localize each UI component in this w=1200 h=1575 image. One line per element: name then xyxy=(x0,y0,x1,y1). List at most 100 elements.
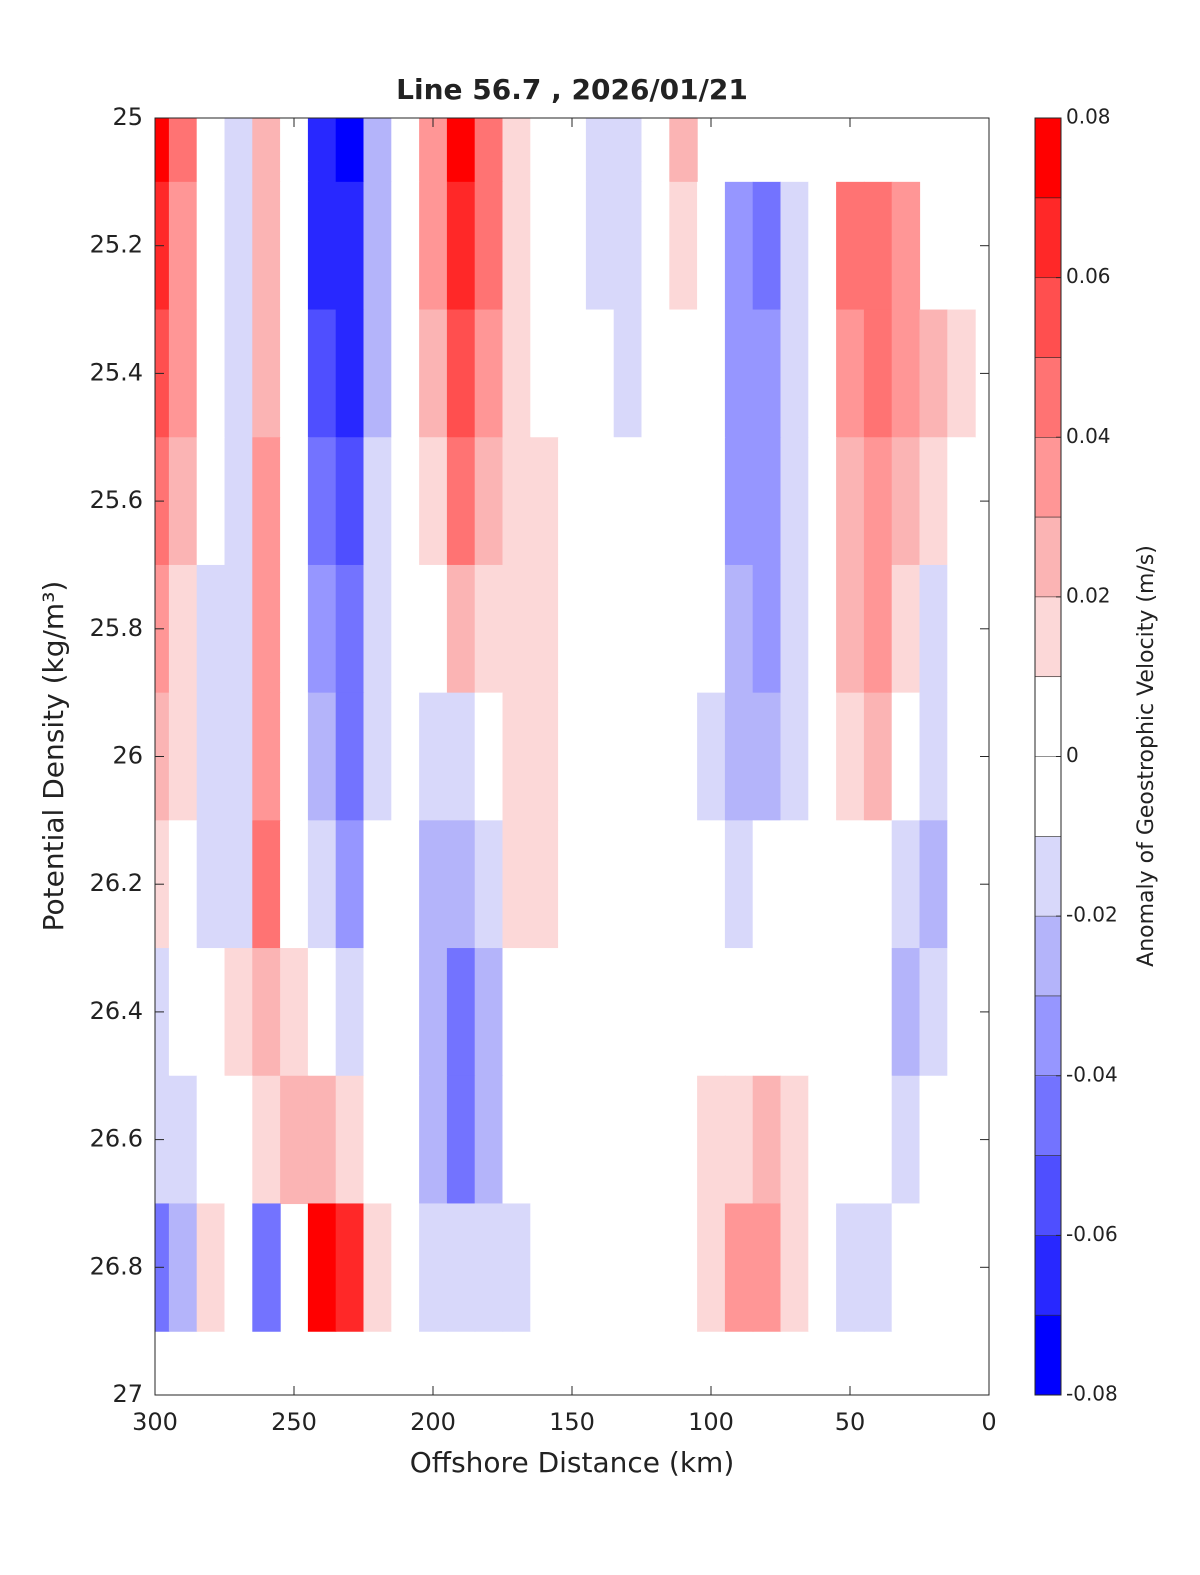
contour-cell xyxy=(780,820,809,949)
contour-cell xyxy=(446,820,476,949)
contour-cell xyxy=(836,692,865,821)
contour-cell xyxy=(502,820,531,949)
contour-cell xyxy=(891,437,921,566)
x-tick-label: 250 xyxy=(271,1408,317,1436)
contour-cell xyxy=(224,437,253,566)
contour-cell xyxy=(391,564,420,694)
contour-cell xyxy=(891,1075,921,1205)
contour-cell xyxy=(697,437,726,566)
contour-cell xyxy=(891,1203,921,1332)
contour-cell xyxy=(891,181,921,311)
contour-cell xyxy=(919,948,948,1077)
contour-cell xyxy=(836,437,865,566)
contour-cell xyxy=(947,1203,976,1332)
contour-cell xyxy=(530,181,559,311)
contour-cell xyxy=(363,948,392,1077)
contour-cell xyxy=(558,948,587,1077)
contour-cell xyxy=(919,1075,948,1205)
contour-cell xyxy=(335,309,365,438)
contour-cell xyxy=(669,820,698,949)
contour-cell xyxy=(168,564,198,694)
contour-cell xyxy=(641,692,670,821)
contour-cell xyxy=(168,181,198,311)
contour-cell xyxy=(891,309,921,438)
contour-cell xyxy=(947,564,976,694)
y-tick-label: 26.2 xyxy=(90,869,143,897)
contour-cell xyxy=(196,1075,226,1205)
contour-cell xyxy=(280,437,309,566)
contour-cell xyxy=(474,118,504,183)
colorbar-tick-label: 0 xyxy=(1066,743,1079,767)
contour-cell xyxy=(752,437,782,566)
contour-cell xyxy=(224,181,253,311)
contour-cell xyxy=(391,309,420,438)
contour-cell xyxy=(558,564,587,694)
x-axis-label: Offshore Distance (km) xyxy=(410,1446,735,1479)
x-tick-label: 0 xyxy=(981,1408,996,1436)
contour-cell xyxy=(808,1203,837,1332)
contour-cell xyxy=(474,692,504,821)
contour-cell xyxy=(558,1075,587,1205)
contour-cell xyxy=(335,1203,365,1332)
contour-cell xyxy=(530,1075,559,1205)
colorbar-band xyxy=(1035,517,1061,598)
contour-cell xyxy=(947,437,976,566)
contour-cell xyxy=(613,948,643,1077)
contour-cell xyxy=(558,1203,587,1332)
colorbar-band xyxy=(1035,676,1061,757)
contour-cell xyxy=(558,309,587,438)
contour-cell xyxy=(780,948,809,1077)
y-tick-label: 26 xyxy=(112,742,143,770)
contour-cell xyxy=(252,1203,281,1332)
contour-cell xyxy=(474,1075,504,1205)
contour-cell xyxy=(280,948,309,1077)
contour-cell xyxy=(335,692,365,821)
contour-cell xyxy=(919,309,948,438)
contour-cell xyxy=(641,564,670,694)
contour-cell xyxy=(669,692,698,821)
contour-cell xyxy=(752,948,782,1077)
contour-cell xyxy=(168,692,198,821)
chart-title: Line 56.7 , 2026/01/21 xyxy=(396,73,748,106)
contour-cell xyxy=(168,1075,198,1205)
contour-cell xyxy=(419,820,448,949)
contour-cell xyxy=(224,309,253,438)
colorbar-tick-label: -0.08 xyxy=(1066,1382,1118,1406)
colorbar-tick-label: 0.08 xyxy=(1066,105,1111,129)
contour-cell xyxy=(669,1075,698,1205)
contour-cell xyxy=(363,692,392,821)
contour-cell xyxy=(530,118,559,183)
contour-cell xyxy=(307,1075,337,1205)
contour-cell xyxy=(419,564,448,694)
contour-cell xyxy=(863,820,893,949)
contour-cell xyxy=(585,820,615,949)
contour-cell xyxy=(558,820,587,949)
contour-cell xyxy=(724,181,754,311)
contour-cell xyxy=(252,1075,281,1205)
y-tick-label: 25.6 xyxy=(90,486,143,514)
contour-cell xyxy=(419,1203,448,1332)
contour-cell xyxy=(446,437,476,566)
contour-cell xyxy=(808,692,837,821)
x-tick-label: 50 xyxy=(835,1408,866,1436)
contour-cell xyxy=(641,948,670,1077)
x-tick-label: 200 xyxy=(410,1408,456,1436)
contour-cell xyxy=(641,1075,670,1205)
contour-cell xyxy=(613,181,643,311)
contour-cell xyxy=(947,692,976,821)
contour-cell xyxy=(947,1075,976,1205)
contour-cell xyxy=(502,437,531,566)
contour-cell xyxy=(280,692,309,821)
contour-cell xyxy=(585,118,615,183)
contour-cell xyxy=(419,437,448,566)
contour-cell xyxy=(224,820,253,949)
contour-cell xyxy=(891,820,921,949)
contour-cell xyxy=(168,437,198,566)
contour-cell xyxy=(335,1075,365,1205)
contour-cell xyxy=(808,181,837,311)
contour-cell xyxy=(613,1075,643,1205)
contour-cell xyxy=(836,309,865,438)
contour-cell xyxy=(252,948,281,1077)
contour-cell xyxy=(307,118,337,183)
contour-cell xyxy=(613,820,643,949)
